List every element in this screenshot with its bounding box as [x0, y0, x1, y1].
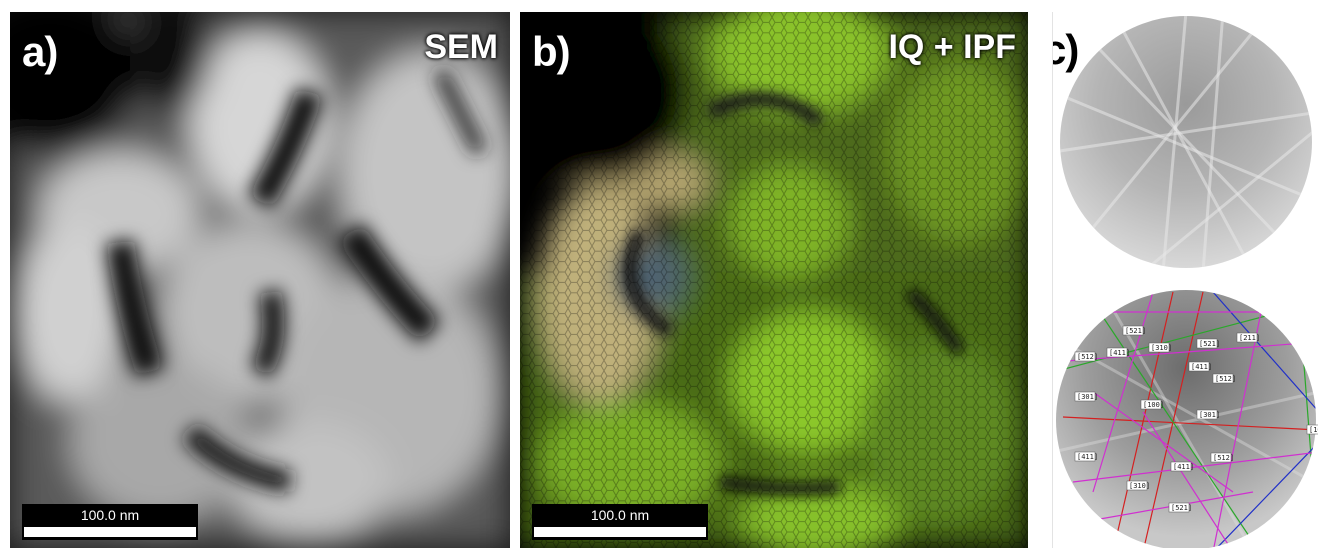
- zone-label: [512]: [1077, 353, 1098, 361]
- zone-label: [521]: [1125, 327, 1146, 335]
- zone-label: [411]: [1077, 453, 1098, 461]
- zone-label: [301]: [1077, 393, 1098, 401]
- kikuchi-zone-labels: [521] [512] [411] [310] [521] [211] [411…: [1074, 325, 1318, 513]
- zone-label: [512]: [1215, 375, 1236, 383]
- panel-b-label: b): [532, 28, 571, 75]
- zone-label: [411]: [1173, 463, 1194, 471]
- zone-label: [521]: [1171, 504, 1192, 512]
- iq-ipf-map-panel: b) IQ + IPF 100.0 nm: [520, 12, 1028, 548]
- scale-bar-b-bar: [534, 527, 706, 537]
- scale-bar-a-bar: [24, 527, 196, 537]
- zone-label: [512]: [1213, 454, 1234, 462]
- zone-label: [411]: [1191, 363, 1212, 371]
- zone-label: [10: [1309, 426, 1318, 434]
- zone-label: [310]: [1151, 344, 1172, 352]
- zone-label: [301]: [1199, 411, 1220, 419]
- scale-bar-b: 100.0 nm: [532, 504, 708, 540]
- sem-tag: SEM: [424, 28, 498, 66]
- kikuchi-patterns: [521] [512] [411] [310] [521] [211] [411…: [1056, 16, 1318, 548]
- kikuchi-pattern-panel: c): [1052, 12, 1318, 548]
- scale-bar-a: 100.0 nm: [22, 504, 198, 540]
- panel-a-label: a): [22, 28, 58, 75]
- scale-bar-b-label: 100.0 nm: [590, 507, 650, 523]
- zone-label: [211]: [1239, 334, 1260, 342]
- zone-label: [310]: [1129, 482, 1150, 490]
- panel-c-label: c): [1053, 26, 1079, 73]
- sem-micrograph: [10, 12, 510, 548]
- indexed-kikuchi-pattern: [521] [512] [411] [310] [521] [211] [411…: [1056, 290, 1318, 548]
- zone-label: [521]: [1199, 340, 1220, 348]
- iq-ipf-tag: IQ + IPF: [888, 28, 1016, 66]
- ipf-orientation-map: [520, 12, 1028, 548]
- zone-label: [411]: [1109, 349, 1130, 357]
- zone-label: [100]: [1143, 401, 1164, 409]
- scale-bar-a-label: 100.0 nm: [80, 507, 140, 523]
- raw-kikuchi-pattern: [1060, 16, 1312, 268]
- sem-image-panel: a) SEM 100.0 nm: [10, 12, 510, 548]
